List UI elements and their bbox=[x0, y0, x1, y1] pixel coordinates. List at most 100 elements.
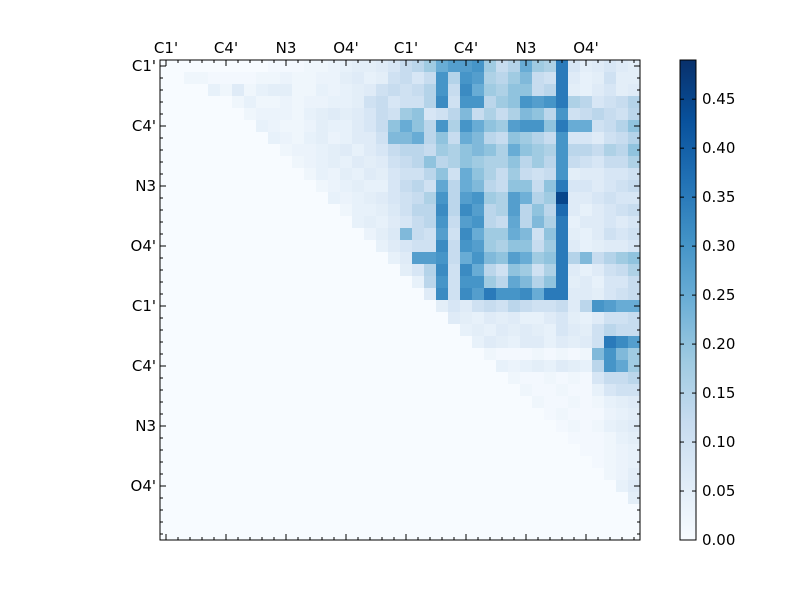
heatmap-cell bbox=[496, 264, 509, 277]
heatmap-cell bbox=[436, 84, 449, 97]
heatmap-cell bbox=[160, 468, 173, 481]
heatmap-cell bbox=[376, 504, 389, 517]
heatmap-cell bbox=[316, 372, 329, 385]
heatmap-cell bbox=[484, 228, 497, 241]
heatmap-cell bbox=[592, 336, 605, 349]
heatmap-cell bbox=[304, 204, 317, 217]
heatmap-cell bbox=[520, 72, 533, 85]
heatmap-cell bbox=[208, 276, 221, 289]
heatmap-cell bbox=[568, 180, 581, 193]
heatmap-cell bbox=[448, 276, 461, 289]
heatmap-cell bbox=[280, 480, 293, 493]
heatmap-cell bbox=[196, 300, 209, 313]
heatmap-cell bbox=[436, 420, 449, 433]
heatmap-cell bbox=[580, 300, 593, 313]
heatmap-cell bbox=[208, 528, 221, 541]
heatmap-cell bbox=[460, 156, 473, 169]
heatmap-cell bbox=[592, 192, 605, 205]
heatmap-cell bbox=[196, 336, 209, 349]
heatmap-cell bbox=[340, 84, 353, 97]
heatmap-cell bbox=[496, 324, 509, 337]
heatmap-cell bbox=[520, 264, 533, 277]
heatmap-cell bbox=[244, 348, 257, 361]
heatmap-cell bbox=[364, 384, 377, 397]
heatmap-cell bbox=[628, 168, 641, 181]
heatmap-cell bbox=[424, 204, 437, 217]
heatmap-cell bbox=[352, 312, 365, 325]
x-tick-label: C1' bbox=[154, 39, 178, 57]
heatmap-cell bbox=[592, 108, 605, 121]
heatmap-cell bbox=[304, 252, 317, 265]
heatmap-cell bbox=[304, 276, 317, 289]
heatmap-cell bbox=[208, 204, 221, 217]
heatmap-cell bbox=[472, 204, 485, 217]
heatmap-cell bbox=[580, 444, 593, 457]
heatmap-cell bbox=[460, 96, 473, 109]
heatmap-cell bbox=[172, 132, 185, 145]
heatmap-cell bbox=[508, 300, 521, 313]
heatmap-cell bbox=[424, 264, 437, 277]
heatmap-cell bbox=[328, 276, 341, 289]
heatmap-cell bbox=[436, 240, 449, 253]
heatmap-cell bbox=[376, 84, 389, 97]
heatmap-cell bbox=[592, 240, 605, 253]
heatmap-cell bbox=[232, 492, 245, 505]
heatmap-cell bbox=[592, 84, 605, 97]
heatmap-cell bbox=[484, 348, 497, 361]
heatmap-cell bbox=[172, 492, 185, 505]
heatmap-cell bbox=[292, 480, 305, 493]
heatmap-cell bbox=[220, 288, 233, 301]
heatmap-cell bbox=[388, 132, 401, 145]
heatmap-cell bbox=[196, 384, 209, 397]
heatmap-cell bbox=[604, 372, 617, 385]
heatmap-cell bbox=[568, 252, 581, 265]
heatmap-cell bbox=[256, 408, 269, 421]
heatmap-cell bbox=[196, 276, 209, 289]
heatmap-cell bbox=[292, 252, 305, 265]
heatmap-cell bbox=[592, 156, 605, 169]
heatmap-cell bbox=[532, 456, 545, 469]
heatmap-cell bbox=[268, 480, 281, 493]
heatmap-cell bbox=[484, 156, 497, 169]
heatmap-cell bbox=[568, 168, 581, 181]
heatmap-cell bbox=[316, 228, 329, 241]
heatmap-cell bbox=[568, 468, 581, 481]
heatmap-cell bbox=[496, 336, 509, 349]
heatmap-cell bbox=[160, 192, 173, 205]
colorbar-tick-label: 0.20 bbox=[702, 335, 735, 353]
heatmap-cell bbox=[292, 156, 305, 169]
heatmap-cell bbox=[484, 132, 497, 145]
heatmap-cell bbox=[172, 396, 185, 409]
heatmap-cell bbox=[472, 84, 485, 97]
heatmap-cell bbox=[496, 468, 509, 481]
heatmap-cell bbox=[304, 324, 317, 337]
heatmap-cell bbox=[400, 240, 413, 253]
heatmap-cell bbox=[232, 336, 245, 349]
heatmap-cell bbox=[208, 396, 221, 409]
heatmap-cell bbox=[376, 180, 389, 193]
heatmap-cell bbox=[352, 144, 365, 157]
heatmap-cell bbox=[532, 528, 545, 541]
heatmap-cell bbox=[412, 264, 425, 277]
heatmap-cell bbox=[232, 324, 245, 337]
heatmap-cell bbox=[544, 408, 557, 421]
heatmap-cell bbox=[232, 276, 245, 289]
heatmap-cell bbox=[472, 60, 485, 73]
heatmap-cell bbox=[196, 468, 209, 481]
heatmap-cell bbox=[628, 264, 641, 277]
heatmap-cell bbox=[184, 108, 197, 121]
heatmap-cell bbox=[340, 60, 353, 73]
heatmap-cell bbox=[508, 60, 521, 73]
heatmap-cell bbox=[448, 420, 461, 433]
heatmap-cell bbox=[184, 408, 197, 421]
heatmap-cell bbox=[172, 156, 185, 169]
heatmap-cell bbox=[412, 180, 425, 193]
plot-frame bbox=[159, 59, 641, 541]
heatmap-cell bbox=[544, 252, 557, 265]
heatmap-cell bbox=[364, 300, 377, 313]
heatmap-cell bbox=[568, 432, 581, 445]
heatmap-cell bbox=[616, 180, 629, 193]
heatmap-cell bbox=[460, 264, 473, 277]
heatmap-cell bbox=[520, 180, 533, 193]
heatmap-cell bbox=[424, 60, 437, 73]
